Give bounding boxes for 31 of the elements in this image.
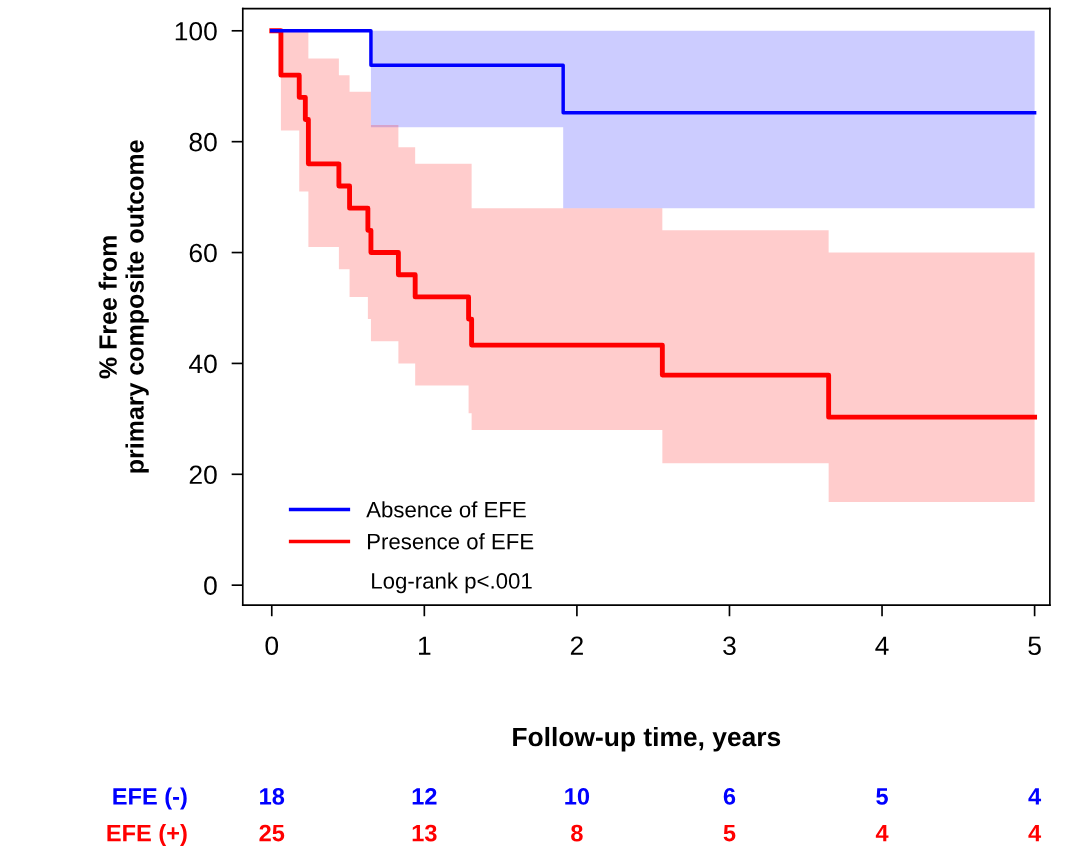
text: 10 (565, 788, 590, 805)
text: 4 (1028, 824, 1042, 842)
x-tick-label: 2 (570, 636, 583, 655)
text: 13 (412, 824, 437, 842)
text: 4 (875, 824, 889, 842)
text: EFE (+) (107, 824, 187, 847)
text: 18 (260, 788, 285, 805)
text: 25 (259, 824, 285, 842)
y-tick-label: 100 (175, 21, 217, 41)
text: 5 (723, 824, 736, 842)
y-tick-label: 80 (189, 132, 217, 152)
x-tick-label: 3 (723, 636, 736, 656)
text: EFE (-) (113, 787, 187, 810)
y-tick-label: 0 (204, 576, 217, 595)
y-axis-title: % Free from primary composite outcome (98, 140, 149, 473)
x-tick-label: 0 (265, 636, 279, 656)
y-tick-label: 40 (189, 354, 217, 374)
y-tick-label: 20 (189, 465, 217, 485)
y-tick-label: 60 (189, 243, 217, 263)
x-tick-label: 4 (875, 636, 889, 655)
text: 4 (1028, 788, 1042, 805)
text: 8 (571, 824, 583, 842)
annotation: Log-rank p<.001 (372, 572, 532, 594)
text: 12 (412, 788, 437, 805)
legend-label: Absence of EFE (366, 501, 526, 518)
x-axis-title: Follow-up time, years (513, 726, 781, 752)
legend-label: Presence of EFE (367, 533, 534, 550)
x-tick-label: 5 (1028, 636, 1041, 656)
text: 6 (723, 788, 736, 805)
text: 5 (876, 788, 888, 805)
x-tick-label: 1 (419, 636, 431, 655)
